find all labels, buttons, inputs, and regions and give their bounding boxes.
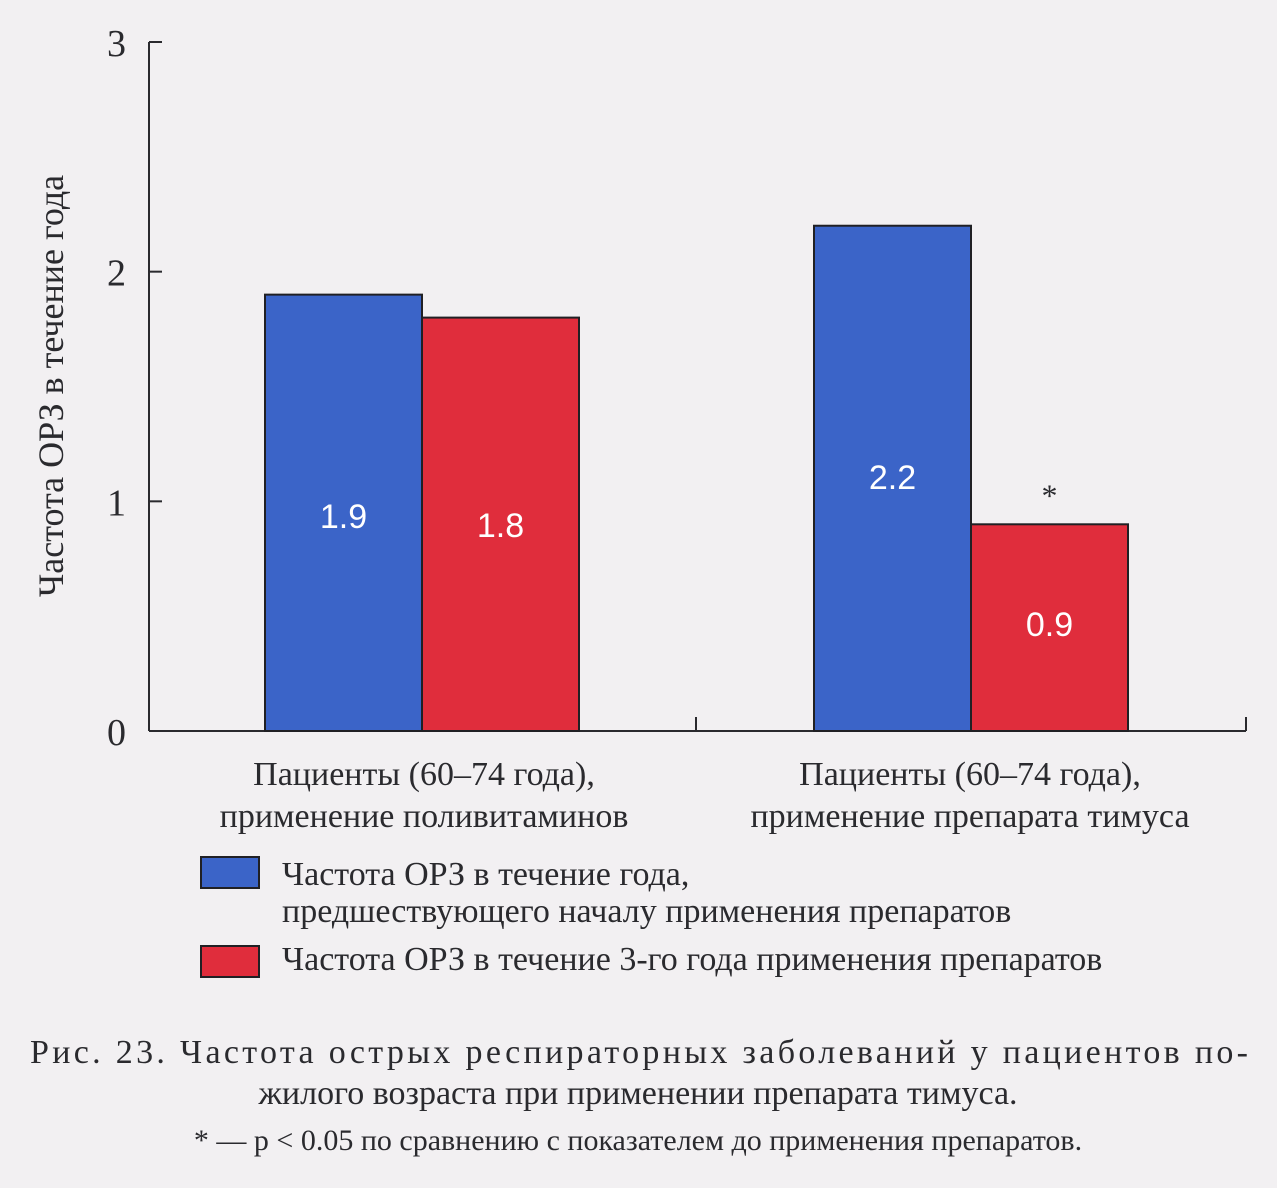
chart-legend: Частота ОРЗ в течение года,предшествующе… <box>200 856 1102 978</box>
caption-line: жилого возраста при применении препарата… <box>257 1075 1017 1112</box>
bar-value-label: 2.2 <box>869 459 916 497</box>
y-tick-label: 3 <box>107 23 126 65</box>
caption-footnote: * — p < 0.05 по сравнению с показателем … <box>194 1124 1082 1157</box>
bar <box>264 293 423 732</box>
figure-caption: Рис. 23. Частота острых респираторных за… <box>30 1034 1248 1157</box>
legend-swatch <box>200 856 260 889</box>
chart-bars: 1.9 1.8 2.2 0.9 * <box>264 224 1129 732</box>
y-axis-title: Частота ОРЗ в течение года <box>31 175 71 597</box>
category-label: Пациенты (60–74 года), <box>253 756 595 793</box>
bar-value-label: 0.9 <box>1026 606 1073 644</box>
y-tick-label: 1 <box>107 482 126 524</box>
bar-value-label: 1.9 <box>320 498 367 536</box>
caption-line: Рис. 23. Частота острых респираторных за… <box>30 1034 1248 1071</box>
category-label: Пациенты (60–74 года), <box>799 756 1141 793</box>
bar <box>421 316 580 732</box>
category-label: применение поливитаминов <box>220 798 629 835</box>
bar <box>813 224 972 732</box>
y-tick-label: 0 <box>107 712 126 754</box>
bar <box>970 523 1129 732</box>
y-tick-label: 2 <box>107 253 126 295</box>
x-axis-labels: Пациенты (60–74 года), применение поливит… <box>220 756 1190 835</box>
legend-label: предшествующего началу применения препар… <box>282 893 1011 930</box>
category-label: применение препарата тимуса <box>750 798 1189 835</box>
bar-value-label: 1.8 <box>477 507 524 545</box>
legend-swatch <box>200 945 260 978</box>
legend-label: Частота ОРЗ в течение года, <box>282 856 689 893</box>
significance-annotation: * <box>1042 477 1058 513</box>
legend-label: Частота ОРЗ в течение 3-го года применен… <box>282 941 1102 978</box>
